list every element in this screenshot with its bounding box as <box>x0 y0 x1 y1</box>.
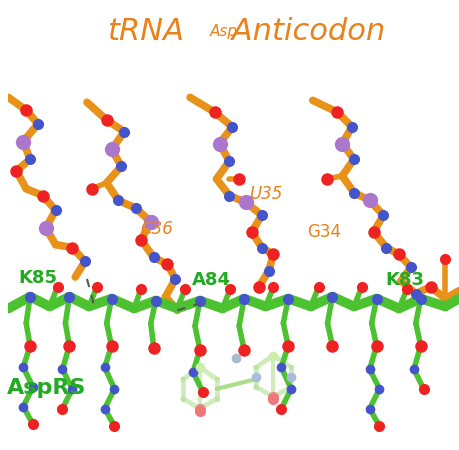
Text: K83: K83 <box>386 271 425 289</box>
Text: tRNA: tRNA <box>106 17 184 46</box>
Text: A84: A84 <box>192 271 231 289</box>
Text: K85: K85 <box>18 269 57 287</box>
Text: AspRS: AspRS <box>7 378 86 398</box>
Text: C36: C36 <box>141 220 174 238</box>
Text: G34: G34 <box>307 223 341 241</box>
Text: U35: U35 <box>249 185 282 203</box>
Text: Anticodon: Anticodon <box>223 17 386 46</box>
Text: Asp: Asp <box>210 24 238 39</box>
